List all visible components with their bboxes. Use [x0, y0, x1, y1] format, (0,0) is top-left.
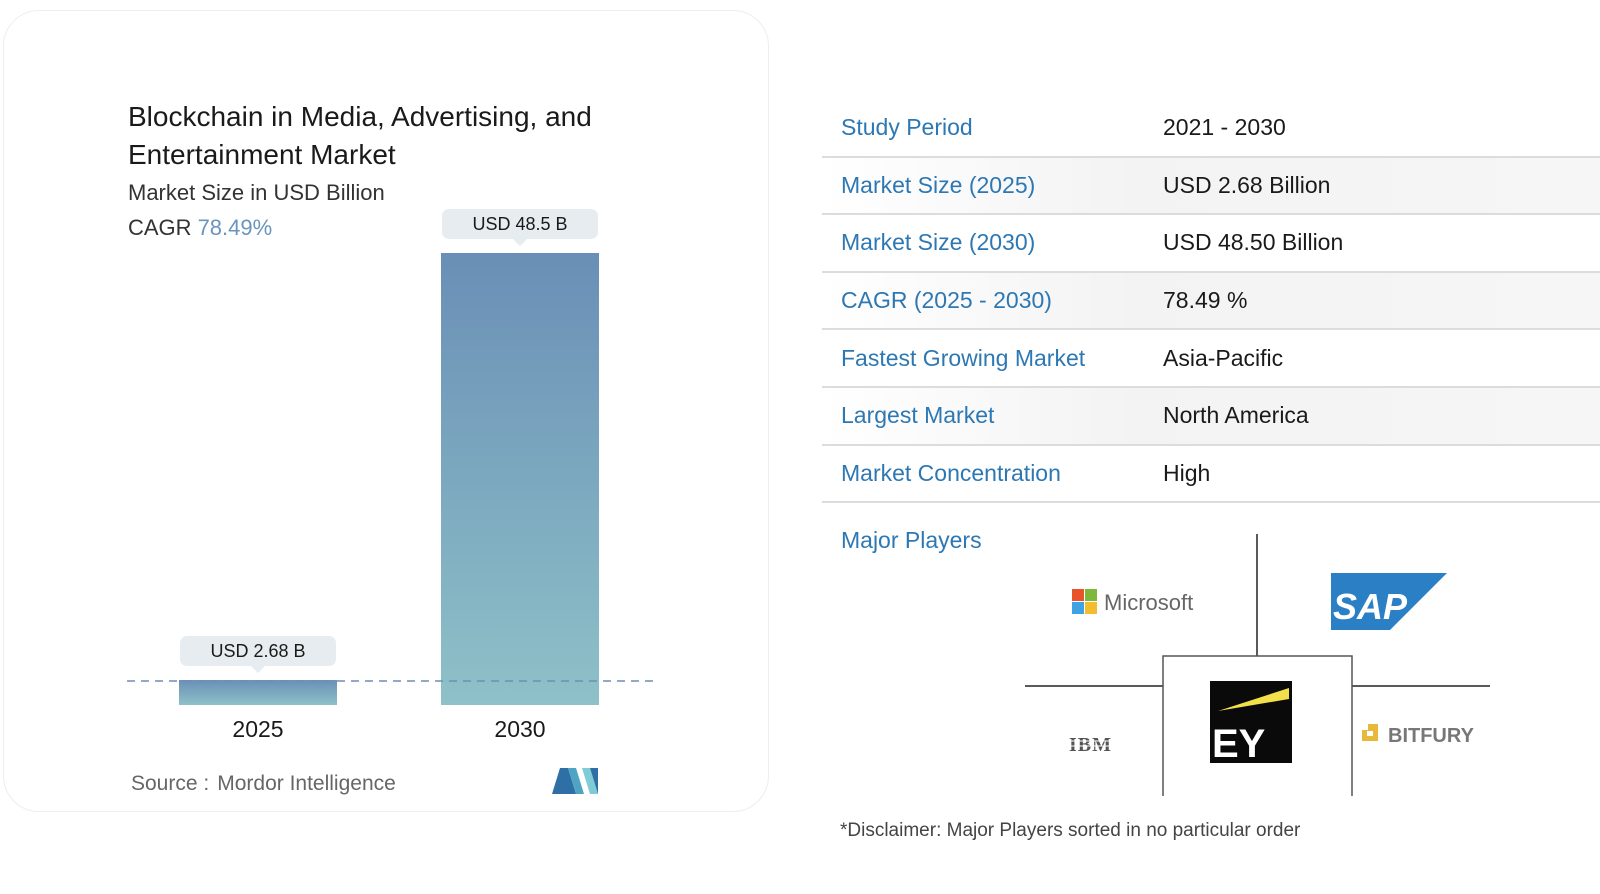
bitfury-name: BITFURY — [1388, 725, 1475, 747]
info-value: USD 2.68 Billion — [1163, 171, 1331, 198]
source-label: Source : — [131, 772, 210, 795]
info-label: Market Size (2025) — [841, 171, 1036, 198]
sap-name: SAP — [1333, 586, 1408, 627]
bar-2030 — [441, 253, 599, 705]
x-tick-label: 2025 — [232, 716, 283, 742]
data-label-2030: USD 48.5 B — [442, 209, 598, 246]
cagr-line: CAGR 78.49% — [128, 215, 272, 241]
info-value: North America — [1163, 402, 1309, 429]
data-label-text: USD 2.68 B — [210, 641, 305, 661]
info-row-market-size-2025: Market Size (2025) USD 2.68 Billion — [822, 157, 1600, 216]
x-tick-label: 2030 — [494, 716, 545, 742]
cagr-value: 78.49% — [197, 215, 273, 240]
info-row-concentration: Market Concentration High — [822, 446, 1600, 504]
source-name: Mordor Intelligence — [217, 772, 396, 795]
bar-2025 — [179, 680, 337, 705]
info-row-cagr: CAGR (2025 - 2030) 78.49 % — [822, 272, 1600, 331]
info-label: Market Size (2030) — [841, 229, 1036, 256]
disclaimer: *Disclaimer: Major Players sorted in no … — [840, 820, 1301, 841]
cagr-label: CAGR — [128, 215, 192, 240]
info-value: 2021 - 2030 — [1163, 114, 1286, 141]
info-value: Asia-Pacific — [1163, 344, 1284, 371]
microsoft-logo: Microsoft — [1072, 589, 1193, 615]
info-row-fastest-growing: Fastest Growing Market Asia-Pacific — [822, 330, 1600, 388]
info-value: High — [1163, 459, 1211, 486]
market-info-table: Study Period 2021 - 2030 Market Size (20… — [822, 100, 1600, 504]
chart-card — [3, 10, 769, 812]
ibm-name: IBM — [1069, 734, 1112, 756]
info-row-study-period: Study Period 2021 - 2030 — [822, 100, 1600, 158]
major-players-title: Major Players — [841, 527, 982, 553]
info-value: 78.49 % — [1163, 287, 1248, 314]
chart-subtitle: Market Size in USD Billion — [128, 180, 385, 205]
info-value: USD 48.50 Billion — [1163, 229, 1344, 256]
ibm-logo: IBM — [1068, 734, 1118, 756]
microsoft-name: Microsoft — [1104, 590, 1193, 615]
center-box — [1162, 655, 1353, 796]
data-label-2025: USD 2.68 B — [180, 636, 336, 674]
source-line: Source : Mordor Intelligence — [131, 772, 396, 796]
info-label: Study Period — [841, 114, 973, 141]
info-row-largest-market: Largest Market North America — [822, 387, 1600, 446]
info-label: Largest Market — [841, 402, 995, 429]
info-label: CAGR (2025 - 2030) — [841, 287, 1052, 314]
info-row-market-size-2030: Market Size (2030) USD 48.50 Billion — [822, 215, 1600, 273]
ey-name: EY — [1212, 722, 1266, 766]
ey-logo: EY — [1210, 681, 1292, 766]
mordor-intelligence-logo — [552, 768, 598, 794]
info-label: Market Concentration — [841, 459, 1061, 486]
chart-title: Blockchain in Media, Advertising, and En… — [128, 101, 592, 170]
bar-chart: USD 2.68 B 2025 USD 48.5 B 2030 — [127, 209, 656, 742]
bitfury-logo: BITFURY — [1362, 724, 1475, 747]
data-label-text: USD 48.5 B — [472, 214, 567, 234]
sap-logo: SAP — [1331, 573, 1447, 630]
info-label: Fastest Growing Market — [841, 344, 1086, 371]
